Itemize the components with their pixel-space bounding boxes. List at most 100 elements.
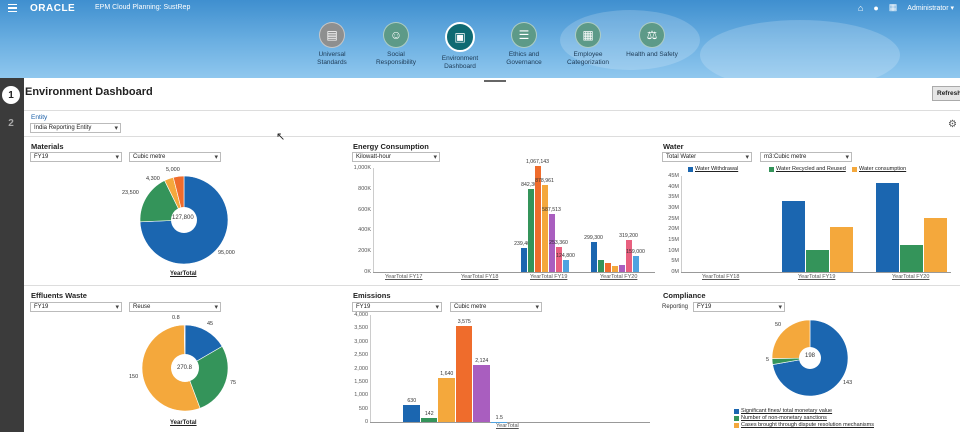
emissions-bar[interactable] bbox=[455, 326, 472, 422]
materials-year-dropdown[interactable]: FY19 bbox=[30, 152, 122, 162]
hamburger-menu-icon[interactable] bbox=[8, 4, 17, 12]
compliance-legend-item[interactable]: Number of non-monetary sanctions bbox=[734, 415, 827, 421]
water-tick: 30M bbox=[668, 205, 679, 211]
legend-swatch bbox=[852, 166, 857, 172]
compliance-slice-label: 50 bbox=[775, 322, 782, 328]
effluents-slice-label: 45 bbox=[207, 321, 214, 327]
energy-bar[interactable] bbox=[527, 188, 534, 272]
legend-swatch bbox=[769, 166, 774, 172]
water-legend-item[interactable]: Water Withdrawal bbox=[688, 166, 738, 172]
emissions-bar[interactable] bbox=[473, 365, 490, 422]
water-bar[interactable] bbox=[806, 249, 829, 272]
energy-value-label: 587,513 bbox=[542, 206, 561, 213]
step-2[interactable]: 2 bbox=[8, 117, 14, 129]
energy-bar[interactable] bbox=[625, 240, 632, 272]
entity-label: Entity bbox=[31, 114, 48, 121]
nav-card-label: Categorization bbox=[567, 59, 609, 66]
home-icon[interactable]: ⌂ bbox=[857, 2, 864, 13]
energy-bar[interactable] bbox=[604, 262, 611, 272]
water-bar[interactable] bbox=[782, 200, 805, 272]
effluents-hole bbox=[171, 354, 199, 382]
water-tick: 45M bbox=[668, 173, 679, 179]
effluents-year-dropdown[interactable]: FY19 bbox=[30, 302, 122, 312]
emissions-tick: 1,500 bbox=[354, 378, 368, 385]
emissions-tick: 1,000 bbox=[354, 392, 368, 399]
refresh-button[interactable]: Refresh bbox=[932, 86, 960, 101]
effluents-center-total: 270.8 bbox=[177, 365, 193, 371]
nav-card-box[interactable]: ▤ Universal Standards bbox=[300, 22, 364, 71]
energy-bar[interactable] bbox=[562, 259, 569, 272]
scale-icon: ⚖ bbox=[639, 22, 665, 48]
emissions-value-label: 142 bbox=[424, 411, 434, 418]
energy-tick: 800K bbox=[358, 185, 371, 192]
emissions-bar[interactable] bbox=[403, 405, 420, 422]
nav-card-document[interactable]: ☰ Ethics and Governance bbox=[492, 22, 556, 71]
energy-bar[interactable] bbox=[632, 256, 639, 272]
energy-bar[interactable] bbox=[597, 259, 604, 272]
energy-bar[interactable] bbox=[520, 248, 527, 272]
energy-bar[interactable] bbox=[618, 264, 625, 272]
oracle-logo: ORACLE bbox=[30, 3, 76, 14]
water-bar[interactable] bbox=[830, 227, 853, 272]
energy-bar[interactable] bbox=[548, 213, 555, 272]
gear-icon[interactable]: ⚙ bbox=[948, 119, 957, 130]
water-tick: 5M bbox=[671, 258, 679, 265]
energy-bar[interactable] bbox=[555, 246, 562, 272]
emissions-tick: 3,000 bbox=[354, 338, 368, 345]
energy-unit-dropdown[interactable]: Kilowatt-hour bbox=[352, 152, 440, 162]
compliance-year-dropdown[interactable]: FY19 bbox=[693, 302, 785, 312]
step-1[interactable]: 1 bbox=[2, 86, 20, 104]
nav-card-label: Dashboard bbox=[444, 63, 476, 70]
water-legend-item[interactable]: Water consumption bbox=[852, 166, 906, 172]
effluents-title: Effluents Waste bbox=[31, 291, 87, 300]
water-type-dropdown[interactable]: Total Water bbox=[662, 152, 752, 162]
effluents-slice-label: 150 bbox=[129, 374, 139, 380]
compliance-slice-label: 143 bbox=[843, 380, 853, 386]
materials-slice-label: 4,300 bbox=[146, 176, 160, 182]
legend-label: Water consumption bbox=[859, 166, 907, 172]
water-bar[interactable] bbox=[876, 183, 899, 272]
compliance-pie-chart bbox=[771, 319, 849, 397]
energy-bar[interactable] bbox=[534, 166, 541, 272]
emissions-tick: 2,500 bbox=[354, 352, 368, 359]
emissions-bar[interactable] bbox=[420, 418, 437, 422]
compliance-legend-item[interactable]: Significant fines/ total monetary value bbox=[734, 408, 832, 414]
nav-card-scale[interactable]: ⚖ Health and Safety bbox=[620, 22, 684, 71]
materials-unit-dropdown[interactable]: Cubic metre bbox=[129, 152, 221, 162]
energy-x-label: YearTotal FY17 bbox=[385, 274, 423, 280]
energy-tick: 1,000K bbox=[353, 165, 371, 171]
user-menu[interactable]: Administrator ▾ bbox=[907, 4, 954, 12]
emissions-bar[interactable] bbox=[438, 378, 455, 422]
energy-bar[interactable] bbox=[590, 242, 597, 272]
water-unit-dropdown[interactable]: m3:Cubic metre bbox=[760, 152, 852, 162]
user-name: Administrator bbox=[907, 4, 949, 12]
emissions-year-dropdown[interactable]: FY19 bbox=[352, 302, 442, 312]
energy-bar[interactable] bbox=[611, 265, 618, 272]
emissions-value-label: 2,124 bbox=[475, 358, 489, 365]
entity-dropdown[interactable]: India Reporting Entity bbox=[30, 123, 121, 133]
nav-card-label: Employee bbox=[573, 51, 603, 58]
effluents-slice[interactable] bbox=[184, 324, 223, 369]
energy-bar[interactable] bbox=[541, 184, 548, 272]
materials-slice[interactable] bbox=[139, 180, 185, 223]
water-bar[interactable] bbox=[900, 245, 923, 272]
grid-apps-icon[interactable]: ▦ bbox=[888, 2, 898, 12]
step-strip bbox=[0, 78, 24, 432]
compliance-legend-item[interactable]: Cases brought through dispute resolution… bbox=[734, 422, 874, 428]
nav-card-grid[interactable]: ▦ Employee Categorization bbox=[556, 22, 620, 71]
accessibility-icon[interactable]: ● bbox=[873, 2, 879, 13]
water-baseline bbox=[681, 272, 951, 273]
dashboard-icon: ▣ bbox=[445, 22, 475, 52]
emissions-unit-dropdown[interactable]: Cubic metre bbox=[450, 302, 542, 312]
energy-value-label: 124,800 bbox=[556, 252, 575, 259]
energy-value-label: 239,400 bbox=[514, 241, 533, 248]
water-legend-item[interactable]: Water Recycled and Reused bbox=[769, 166, 846, 172]
nav-card-dashboard[interactable]: ▣ Environment Dashboard bbox=[428, 22, 492, 71]
compliance-center-total: 198 bbox=[805, 353, 816, 359]
water-bar[interactable] bbox=[924, 217, 947, 272]
compliance-slice[interactable] bbox=[771, 319, 811, 359]
effluents-type-dropdown[interactable]: Reuse bbox=[129, 302, 221, 312]
energy-value-label: 878,961 bbox=[535, 177, 554, 184]
emissions-bar[interactable] bbox=[490, 421, 507, 422]
nav-card-people[interactable]: ☺ Social Responsibility bbox=[364, 22, 428, 71]
